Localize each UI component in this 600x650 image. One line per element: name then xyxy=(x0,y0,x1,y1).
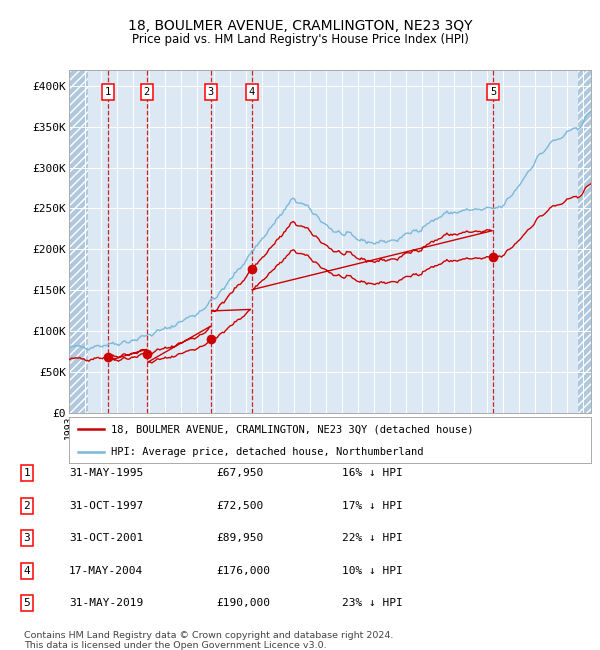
Text: 17-MAY-2004: 17-MAY-2004 xyxy=(69,566,143,576)
Text: £190,000: £190,000 xyxy=(216,598,270,608)
Text: 5: 5 xyxy=(23,598,31,608)
Text: HPI: Average price, detached house, Northumberland: HPI: Average price, detached house, Nort… xyxy=(111,447,423,457)
Text: 5: 5 xyxy=(490,87,496,97)
Bar xyxy=(578,70,591,413)
Text: 23% ↓ HPI: 23% ↓ HPI xyxy=(342,598,403,608)
Text: Contains HM Land Registry data © Crown copyright and database right 2024.
This d: Contains HM Land Registry data © Crown c… xyxy=(24,630,394,650)
Text: 3: 3 xyxy=(208,87,214,97)
Text: 18, BOULMER AVENUE, CRAMLINGTON, NE23 3QY: 18, BOULMER AVENUE, CRAMLINGTON, NE23 3Q… xyxy=(128,19,472,33)
Bar xyxy=(69,70,88,413)
Text: 31-OCT-1997: 31-OCT-1997 xyxy=(69,500,143,511)
Text: £72,500: £72,500 xyxy=(216,500,263,511)
Text: 18, BOULMER AVENUE, CRAMLINGTON, NE23 3QY (detached house): 18, BOULMER AVENUE, CRAMLINGTON, NE23 3Q… xyxy=(111,424,473,434)
Text: 17% ↓ HPI: 17% ↓ HPI xyxy=(342,500,403,511)
Text: 31-OCT-2001: 31-OCT-2001 xyxy=(69,533,143,543)
Text: 10% ↓ HPI: 10% ↓ HPI xyxy=(342,566,403,576)
Text: £89,950: £89,950 xyxy=(216,533,263,543)
Text: Price paid vs. HM Land Registry's House Price Index (HPI): Price paid vs. HM Land Registry's House … xyxy=(131,32,469,46)
Text: 2: 2 xyxy=(143,87,150,97)
Text: 1: 1 xyxy=(23,468,31,478)
Text: 4: 4 xyxy=(248,87,255,97)
Text: 1: 1 xyxy=(104,87,111,97)
Text: £176,000: £176,000 xyxy=(216,566,270,576)
Text: 3: 3 xyxy=(23,533,31,543)
Text: 22% ↓ HPI: 22% ↓ HPI xyxy=(342,533,403,543)
Text: 2: 2 xyxy=(23,500,31,511)
Text: £67,950: £67,950 xyxy=(216,468,263,478)
Text: 16% ↓ HPI: 16% ↓ HPI xyxy=(342,468,403,478)
Text: 4: 4 xyxy=(23,566,31,576)
Text: 31-MAY-1995: 31-MAY-1995 xyxy=(69,468,143,478)
Text: 31-MAY-2019: 31-MAY-2019 xyxy=(69,598,143,608)
